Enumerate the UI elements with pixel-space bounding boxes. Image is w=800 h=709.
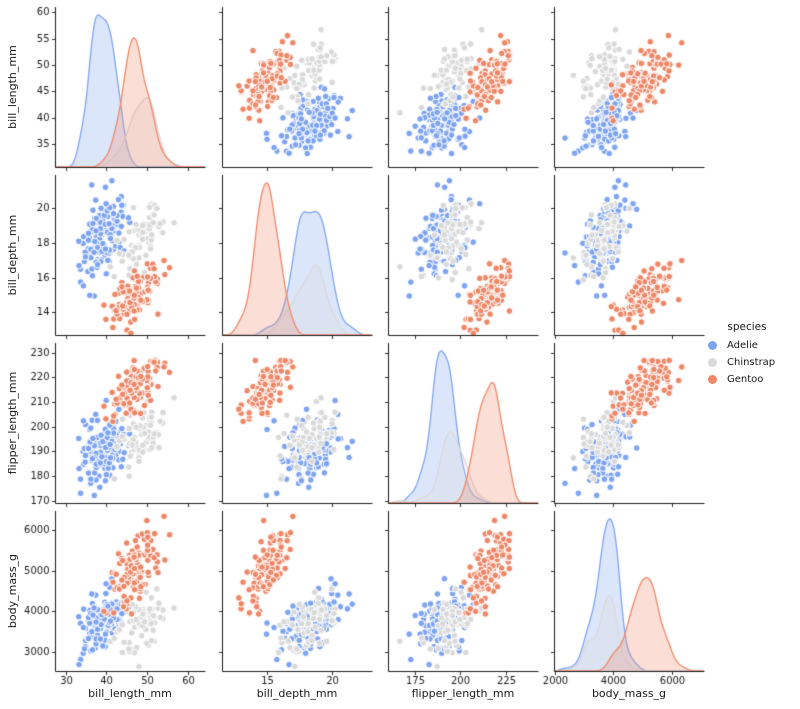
subplot-flipper_length_mm-vs-bill_depth_mm: [222, 343, 372, 503]
subplot-body_mass_g-vs-bill_depth_mm: [222, 511, 372, 671]
diag-kde-flipper_length_mm: [388, 343, 538, 503]
subplot-bill_length_mm-vs-bill_depth_mm: [222, 7, 372, 167]
x-axis-label-flipper-length: flipper_length_mm: [411, 687, 515, 700]
legend-label-gentoo: Gentoo: [727, 374, 764, 385]
x-axis-label-bill-depth: bill_depth_mm: [256, 687, 338, 700]
adelie-marker-icon: [708, 341, 717, 350]
subplot-body_mass_g-vs-flipper_length_mm: [388, 511, 538, 671]
diag-kde-bill_length_mm: [55, 7, 205, 167]
subplot-body_mass_g-vs-bill_length_mm: [55, 511, 205, 671]
subplot-bill_length_mm-vs-body_mass_g: [554, 7, 704, 167]
legend-label-adelie: Adelie: [727, 340, 758, 351]
subplot-bill_depth_mm-vs-bill_length_mm: [55, 175, 205, 335]
subplot-flipper_length_mm-vs-body_mass_g: [554, 343, 704, 503]
y-axis-label-bill-length: bill_length_mm: [6, 45, 19, 129]
x-axis-label-body-mass: body_mass_g: [591, 687, 667, 700]
subplot-bill_depth_mm-vs-body_mass_g: [554, 175, 704, 335]
subplot-bill_length_mm-vs-flipper_length_mm: [388, 7, 538, 167]
y-axis-label-bill-depth: bill_depth_mm: [6, 214, 19, 296]
x-axis-label-bill-length: bill_length_mm: [88, 687, 172, 700]
chinstrap-marker-icon: [708, 358, 717, 367]
legend-entry-adelie: Adelie: [700, 337, 794, 354]
diag-kde-bill_depth_mm: [222, 175, 372, 335]
legend-entry-chinstrap: Chinstrap: [700, 354, 794, 371]
legend: species Adelie Chinstrap Gentoo: [700, 321, 794, 388]
subplot-bill_depth_mm-vs-flipper_length_mm: [388, 175, 538, 335]
y-axis-label-flipper-length: flipper_length_mm: [6, 371, 19, 475]
legend-label-chinstrap: Chinstrap: [727, 357, 776, 368]
y-axis-label-body-mass: body_mass_g: [6, 553, 19, 629]
subplot-flipper_length_mm-vs-bill_length_mm: [55, 343, 205, 503]
diag-kde-body_mass_g: [554, 511, 704, 671]
legend-entry-gentoo: Gentoo: [700, 371, 794, 388]
gentoo-marker-icon: [708, 375, 717, 384]
legend-title: species: [727, 321, 767, 333]
